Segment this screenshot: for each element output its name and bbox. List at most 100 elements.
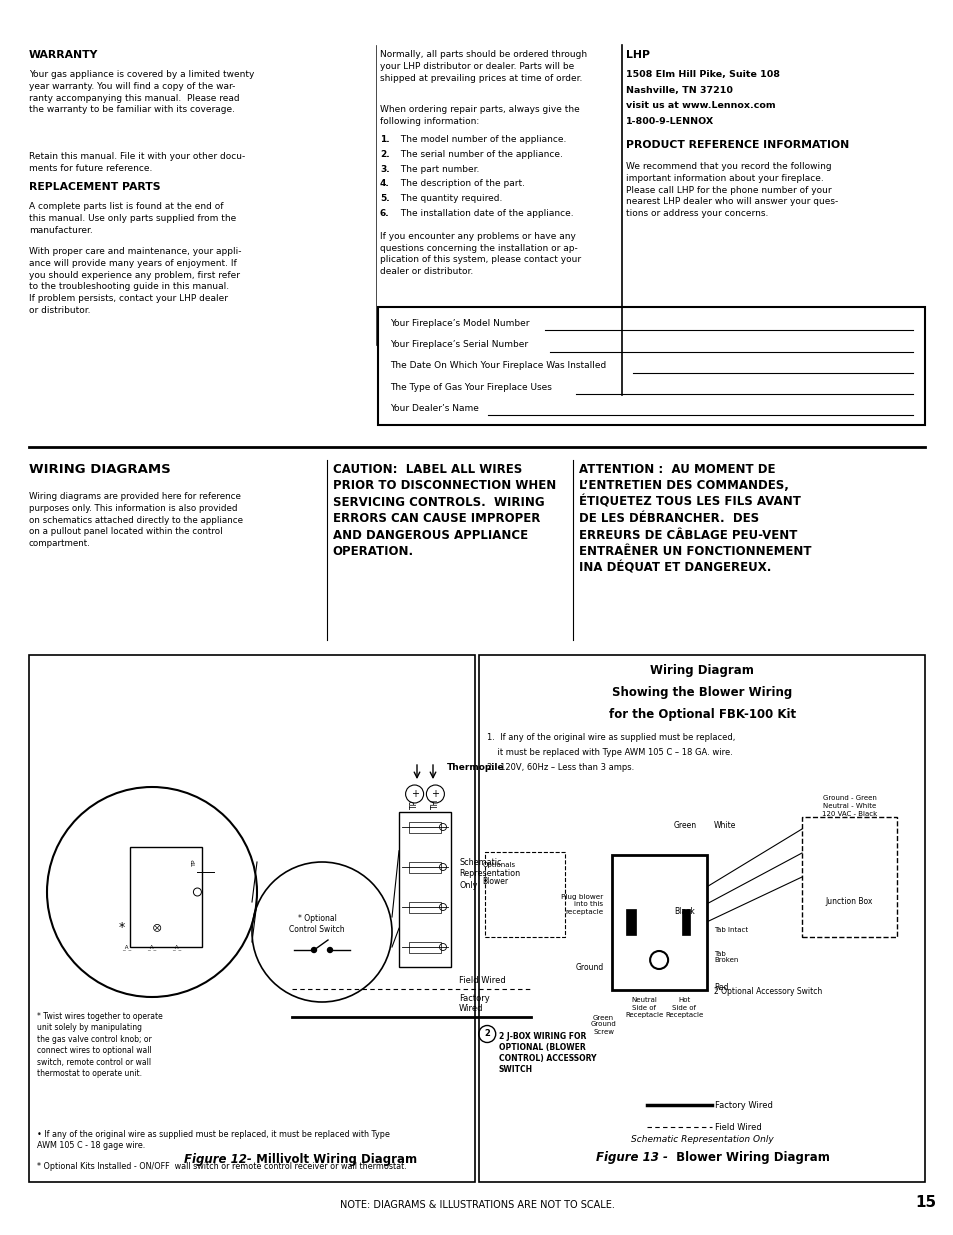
Text: +: +: [410, 789, 418, 799]
Text: The installation date of the appliance.: The installation date of the appliance.: [397, 209, 573, 219]
Bar: [409, 902, 440, 913]
Bar: [681, 909, 689, 935]
Text: TH: TH: [431, 799, 439, 809]
Text: Schematic Representation Only: Schematic Representation Only: [630, 1135, 773, 1144]
Text: Ground - Green: Ground - Green: [821, 795, 876, 802]
Text: 4.: 4.: [379, 179, 390, 189]
Bar: [409, 862, 440, 872]
Text: Showing the Blower Wiring: Showing the Blower Wiring: [611, 685, 791, 699]
Text: * Optional
Control Switch: * Optional Control Switch: [289, 914, 344, 934]
Text: The part number.: The part number.: [397, 164, 478, 174]
Text: Ground: Ground: [575, 962, 603, 972]
Text: Your Fireplace’s Serial Number: Your Fireplace’s Serial Number: [390, 340, 528, 350]
Bar: [478, 655, 924, 1182]
Text: Wiring Diagram: Wiring Diagram: [650, 664, 753, 677]
Text: NOTE: DIAGRAMS & ILLUSTRATIONS ARE NOT TO SCALE.: NOTE: DIAGRAMS & ILLUSTRATIONS ARE NOT T…: [339, 1200, 614, 1210]
Text: Your gas appliance is covered by a limited twenty
year warranty. You will find a: Your gas appliance is covered by a limit…: [29, 70, 254, 115]
Text: * Optional Kits Installed - ON/OFF  wall switch or remote control receiver or wa: * Optional Kits Installed - ON/OFF wall …: [37, 1162, 406, 1171]
Text: 6.: 6.: [379, 209, 389, 219]
Text: Retain this manual. File it with your other docu-
ments for future reference.: Retain this manual. File it with your ot…: [29, 152, 245, 173]
Text: TP: TP: [193, 860, 197, 867]
Text: 3.: 3.: [379, 164, 389, 174]
Text: Nashville, TN 37210: Nashville, TN 37210: [626, 85, 733, 95]
Text: CAUTION:  LABEL ALL WIRES
PRIOR TO DISCONNECTION WHEN
SERVICING CONTROLS.  WIRIN: CAUTION: LABEL ALL WIRES PRIOR TO DISCON…: [333, 463, 556, 558]
Text: Figure 12-: Figure 12-: [184, 1153, 252, 1166]
Text: Optionals: Optionals: [481, 862, 515, 868]
Text: 5.: 5.: [379, 194, 389, 204]
Text: TP: TP: [410, 800, 418, 809]
Text: Schematic
Representation
Only: Schematic Representation Only: [458, 858, 519, 889]
Text: for the Optional FBK-100 Kit: for the Optional FBK-100 Kit: [608, 708, 795, 721]
Text: 2.: 2.: [379, 149, 389, 159]
Text: Normally, all parts should be ordered through
your LHP distributor or dealer. Pa: Normally, all parts should be ordered th…: [379, 49, 586, 83]
Text: We recommend that you record the following
important information about your fire: We recommend that you record the followi…: [626, 162, 838, 219]
Text: _A_: _A_: [172, 944, 181, 950]
Text: 2: 2: [484, 1030, 490, 1039]
Text: With proper care and maintenance, your appli-
ance will provide many years of en: With proper care and maintenance, your a…: [29, 247, 241, 315]
Text: Thermopile: Thermopile: [447, 762, 504, 772]
Text: WIRING DIAGRAMS: WIRING DIAGRAMS: [29, 463, 171, 475]
Bar: [398, 811, 451, 967]
Text: Blower: Blower: [481, 877, 508, 885]
Text: Millivolt Wiring Diagram: Millivolt Wiring Diagram: [252, 1153, 416, 1166]
Bar: [485, 852, 564, 937]
Text: Factory Wired: Factory Wired: [715, 1100, 772, 1109]
Text: When ordering repair parts, always give the
following information:: When ordering repair parts, always give …: [379, 105, 579, 126]
Text: Wiring diagrams are provided here for reference
purposes only. This information : Wiring diagrams are provided here for re…: [29, 492, 243, 548]
Bar: [131, 847, 202, 947]
Text: The description of the part.: The description of the part.: [397, 179, 524, 189]
Text: Neutral - White: Neutral - White: [822, 803, 875, 809]
Text: Tab Intact: Tab Intact: [714, 927, 747, 932]
Text: ATTENTION :  AU MOMENT DE
L’ENTRETIEN DES COMMANDES,
ÉTIQUETEZ TOUS LES FILS AVA: ATTENTION : AU MOMENT DE L’ENTRETIEN DES…: [578, 463, 811, 576]
Text: Field Wired: Field Wired: [458, 976, 505, 986]
Text: Green: Green: [674, 820, 697, 830]
Text: The Type of Gas Your Fireplace Uses: The Type of Gas Your Fireplace Uses: [390, 383, 551, 391]
Bar: [801, 818, 896, 937]
Text: Green
Ground
Screw: Green Ground Screw: [590, 1014, 616, 1035]
Text: 1.  If any of the original wire as supplied must be replaced,: 1. If any of the original wire as suppli…: [487, 734, 735, 742]
Text: Hot
Side of
Receptacle: Hot Side of Receptacle: [664, 998, 702, 1018]
Bar: [29, 655, 475, 1182]
Text: 15: 15: [914, 1195, 935, 1210]
Text: PRODUCT REFERENCE INFORMATION: PRODUCT REFERENCE INFORMATION: [626, 140, 849, 149]
Text: 1-800-9-LENNOX: 1-800-9-LENNOX: [626, 116, 714, 126]
Text: Plug blower
into this
receptacle: Plug blower into this receptacle: [560, 894, 603, 915]
Text: REPLACEMENT PARTS: REPLACEMENT PARTS: [29, 182, 160, 191]
Text: White: White: [714, 820, 736, 830]
Text: Neutral
Side of
Receptacle: Neutral Side of Receptacle: [624, 998, 662, 1018]
Bar: [409, 941, 440, 952]
Text: * Twist wires together to operate
unit solely by manipulating
the gas valve cont: * Twist wires together to operate unit s…: [37, 1011, 163, 1078]
Text: Figure 13 -: Figure 13 -: [596, 1151, 672, 1165]
Text: *: *: [119, 920, 125, 934]
Text: The model number of the appliance.: The model number of the appliance.: [397, 135, 566, 144]
Text: • If any of the original wire as supplied must be replaced, it must be replaced : • If any of the original wire as supplie…: [37, 1130, 390, 1150]
Bar: [611, 855, 706, 989]
Text: The Date On Which Your Fireplace Was Installed: The Date On Which Your Fireplace Was Ins…: [390, 362, 605, 370]
Text: LHP: LHP: [626, 49, 650, 61]
Text: Your Dealer’s Name: Your Dealer’s Name: [390, 404, 478, 412]
Text: Tab
Broken: Tab Broken: [714, 951, 738, 963]
Text: 1.: 1.: [379, 135, 389, 144]
Text: WARRANTY: WARRANTY: [29, 49, 98, 61]
Text: +: +: [431, 789, 439, 799]
Text: If you encounter any problems or have any
questions concerning the installation : If you encounter any problems or have an…: [379, 232, 580, 277]
Text: Factory
Wired: Factory Wired: [458, 994, 489, 1013]
Bar: [377, 308, 924, 425]
Text: Blower Wiring Diagram: Blower Wiring Diagram: [672, 1151, 829, 1165]
Text: _A_: _A_: [122, 944, 132, 950]
Circle shape: [312, 947, 316, 952]
Text: Field Wired: Field Wired: [715, 1123, 761, 1131]
Text: Red: Red: [714, 983, 728, 992]
Text: 1508 Elm Hill Pike, Suite 108: 1508 Elm Hill Pike, Suite 108: [626, 70, 780, 79]
Text: Junction Box: Junction Box: [825, 897, 872, 905]
Text: visit us at www.Lennox.com: visit us at www.Lennox.com: [626, 101, 775, 110]
Bar: [409, 821, 440, 832]
Text: A complete parts list is found at the end of
this manual. Use only parts supplie: A complete parts list is found at the en…: [29, 203, 236, 235]
Text: 2.  120V, 60Hz – Less than 3 amps.: 2. 120V, 60Hz – Less than 3 amps.: [487, 763, 634, 772]
Circle shape: [327, 947, 333, 952]
Text: The quantity required.: The quantity required.: [397, 194, 502, 204]
Text: _A_: _A_: [147, 944, 156, 950]
Text: Black: Black: [674, 908, 694, 916]
Text: 120 VAC - Black: 120 VAC - Black: [821, 811, 876, 818]
Text: 2 Optional Accessory Switch: 2 Optional Accessory Switch: [714, 987, 821, 995]
